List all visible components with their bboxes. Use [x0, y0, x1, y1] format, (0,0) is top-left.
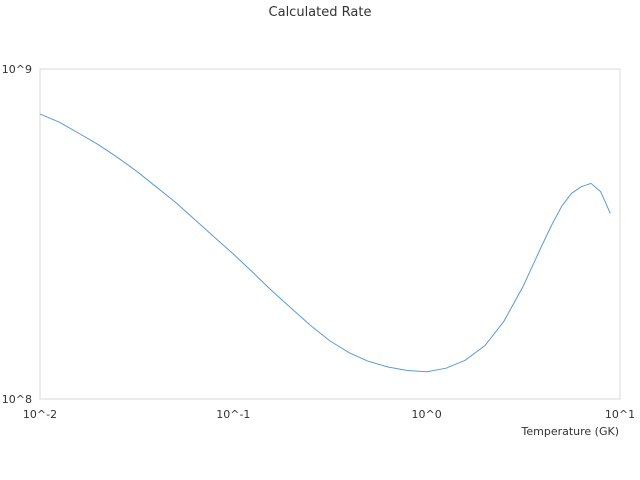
x-axis: 10^-2 10^-1 10^0 10^1 [23, 408, 635, 421]
plot-area [39, 68, 621, 400]
chart-title: Calculated Rate [269, 5, 372, 20]
x-tick-label: 10^1 [605, 408, 635, 421]
series-line-rate [39, 113, 611, 373]
x-axis-label: Temperature (GK) [521, 425, 620, 438]
y-axis: 10^8 10^9 [2, 63, 32, 406]
y-tick-label: 10^9 [2, 63, 32, 76]
x-tick-label: 10^-1 [216, 408, 250, 421]
x-tick-label: 10^0 [412, 408, 442, 421]
y-tick-label: 10^8 [2, 393, 32, 406]
x-tick-label: 10^-2 [23, 408, 57, 421]
